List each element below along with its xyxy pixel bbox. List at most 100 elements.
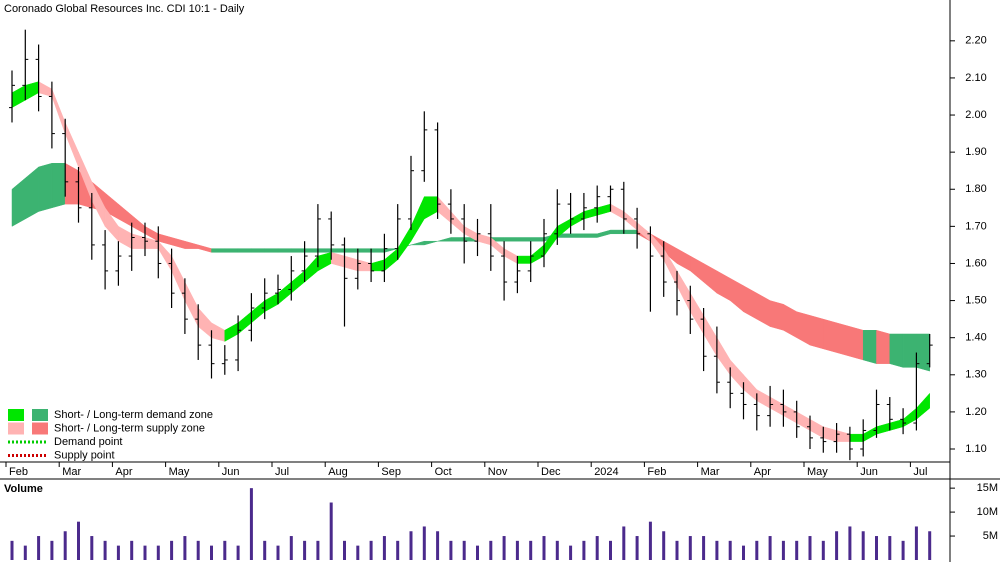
volume-bar [529,540,533,560]
volume-bar [582,540,586,560]
legend-label: Short- / Long-term supply zone [54,422,205,434]
zone-band [610,203,625,220]
zone-band [211,322,226,342]
volume-bar [622,526,626,560]
zone-band [623,210,638,231]
zone-band [583,207,598,220]
zone-band [304,255,319,283]
zone-band [171,255,186,301]
volume-bar [888,536,892,560]
y-tick-label: 1.80 [965,183,986,195]
zone-band [596,229,611,238]
x-tick-label: 2024 [594,466,618,478]
x-tick-label: Feb [9,466,28,478]
y-tick-label: 15M [977,482,998,494]
zone-band [397,225,412,261]
volume-bar [143,545,147,560]
volume-bar [37,536,41,560]
volume-bar [249,488,253,560]
chart-title: Coronado Global Resources Inc. CDI 10:1 … [4,3,245,15]
volume-bar [702,536,706,560]
zone-band [809,315,824,350]
zone-band [131,233,146,249]
volume-bar [369,540,373,560]
volume-bar [914,526,918,560]
volume-bar [103,540,107,560]
zone-band [716,336,731,376]
zone-band [876,329,891,364]
zone-band [11,84,26,109]
zone-band [11,177,26,227]
zone-band [357,259,372,272]
zone-band [703,314,718,358]
volume-bar [382,536,386,560]
zone-band [543,225,558,257]
volume-bar [462,540,466,560]
zone-band [118,225,132,250]
volume-bar [875,536,878,560]
zone-band [796,311,811,346]
zone-band [171,237,186,249]
volume-bar [768,536,772,560]
volume-bar [77,521,80,560]
zone-band [25,166,39,220]
volume-bar [63,531,67,560]
volume-bar [635,536,639,560]
volume-bar [116,545,120,560]
volume-bar [422,526,426,560]
legend-label: Supply point [54,449,115,461]
zone-band [410,240,425,246]
zone-band [889,333,904,368]
y-tick-label: 1.60 [965,257,986,269]
zone-band [184,240,199,249]
volume-bar [502,536,506,560]
volume-bar [356,545,360,560]
zone-band [291,248,305,253]
y-tick-label: 1.90 [965,146,986,158]
zone-band [424,196,438,220]
zone-band [291,270,305,294]
zone-band [450,237,465,242]
volume-bar [715,540,719,560]
zone-band [424,240,438,246]
zone-band [131,214,146,235]
zone-band [317,252,332,272]
zone-band [450,210,465,235]
zone-band [862,426,877,443]
volume-bar [755,540,759,560]
zone-band [264,248,279,253]
zone-band [729,277,744,313]
zone-band [410,196,425,243]
y-tick-label: 2.10 [965,72,986,84]
zone-band [583,233,598,238]
y-tick-label: 2.20 [965,35,986,47]
volume-bar [343,540,346,560]
volume-bar [263,540,267,560]
zone-band [676,269,691,312]
volume-bar [196,540,200,560]
zone-band [610,229,625,235]
volume-bar [515,540,519,560]
zone-band [836,430,851,442]
volume-bar [236,545,240,560]
x-tick-label: May [169,466,190,478]
zone-band [317,248,332,253]
zone-band [344,248,359,253]
volume-bar [329,502,333,560]
zone-band [304,248,319,253]
volume-bar [675,540,679,560]
zone-band [902,407,917,428]
zone-band [756,389,771,409]
zone-band [876,422,891,435]
x-tick-label: Jun [860,466,878,478]
volume-bar [928,531,932,560]
x-tick-label: Apr [115,466,132,478]
volume-bar [861,531,865,560]
y-tick-label: 1.50 [965,294,986,306]
y-tick-label: 1.20 [965,406,986,418]
x-tick-label: Dec [541,466,561,478]
zone-band [370,248,385,253]
zone-band [862,330,877,364]
